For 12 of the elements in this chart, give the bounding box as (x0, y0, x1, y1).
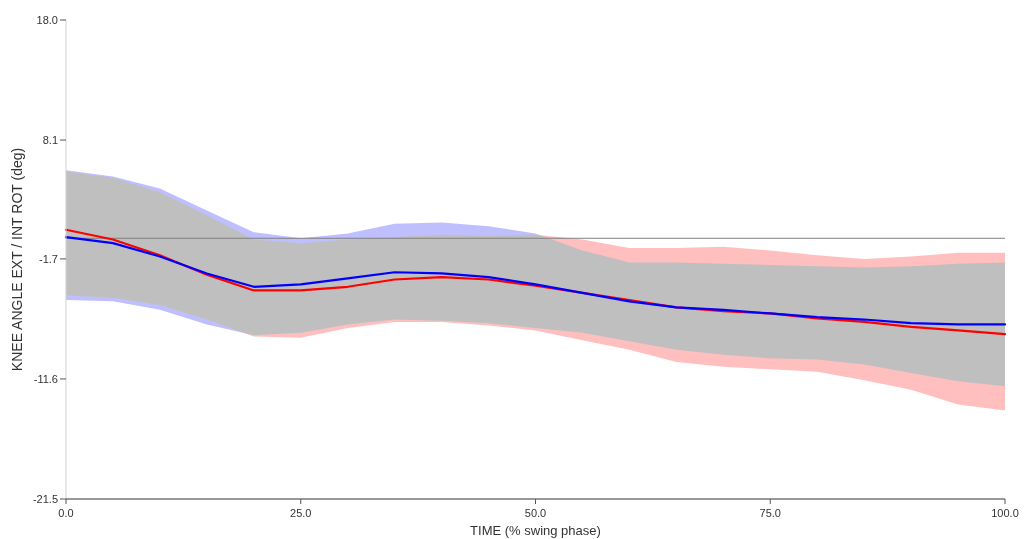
y-tick-label: -1.7 (39, 252, 58, 265)
y-tick-label: -21.5 (32, 492, 58, 505)
x-axis-title: TIME (% swing phase) (470, 523, 601, 538)
y-tick-label: 18.0 (36, 13, 58, 26)
x-tick-label: 0.0 (58, 507, 74, 519)
y-tick-label: 8.1 (42, 133, 58, 146)
y-tick-label: -11.6 (33, 372, 58, 385)
x-tick-label: 25.0 (290, 507, 312, 519)
y-axis-title: KNEE ANGLE EXT / INT ROT (deg) (9, 147, 25, 372)
x-tick-label: 75.0 (759, 507, 781, 519)
x-tick-label: 100.0 (991, 507, 1019, 519)
x-tick-label: 50.0 (524, 507, 547, 519)
